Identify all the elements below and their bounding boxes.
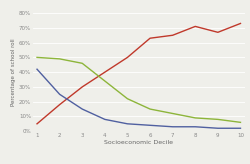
X-axis label: Socioeconomic Decile: Socioeconomic Decile bbox=[104, 140, 173, 145]
Y-axis label: Percentage of school roll: Percentage of school roll bbox=[11, 38, 16, 106]
